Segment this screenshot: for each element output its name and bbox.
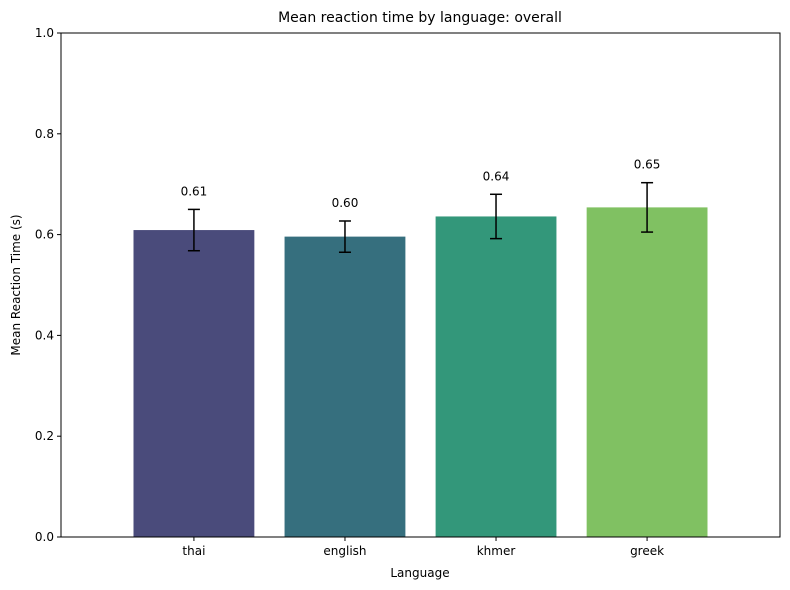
- error-bars-layer: [187, 181, 654, 253]
- y-axis-label: Mean Reaction Time (s): [9, 214, 23, 355]
- bar-thai: [133, 230, 255, 537]
- data-label-thai: 0.61: [181, 184, 208, 198]
- data-label-greek: 0.65: [634, 158, 661, 172]
- bars-layer: [133, 207, 708, 537]
- x-tick-label-thai: thai: [182, 544, 205, 558]
- data-labels-layer: 0.61 0.60 0.64 0.65: [181, 158, 661, 210]
- y-tick-label-2: 0.4: [35, 328, 54, 342]
- y-tick-label-1: 0.2: [35, 429, 54, 443]
- x-axis-label: Language: [390, 566, 449, 580]
- y-tick-label-4: 0.8: [35, 127, 54, 141]
- y-tick-label-5: 1.0: [35, 26, 54, 40]
- x-tick-label-khmer: khmer: [477, 544, 516, 558]
- bar-greek: [586, 207, 708, 537]
- chart-title: Mean reaction time by language: overall: [278, 10, 562, 26]
- data-label-english: 0.60: [332, 196, 359, 210]
- x-tick-label-greek: greek: [630, 544, 664, 558]
- x-tick-label-english: english: [323, 544, 366, 558]
- x-axis: thai english khmer greek: [182, 537, 664, 558]
- plot-frame: [60, 32, 781, 538]
- bar-khmer: [435, 216, 557, 537]
- y-tick-label-3: 0.6: [35, 228, 54, 242]
- data-label-khmer: 0.64: [483, 169, 510, 183]
- y-tick-label-0: 0.0: [35, 530, 54, 544]
- bar-english: [284, 236, 406, 537]
- y-axis: 0.0 0.2 0.4 0.6 0.8 1.0: [35, 26, 61, 544]
